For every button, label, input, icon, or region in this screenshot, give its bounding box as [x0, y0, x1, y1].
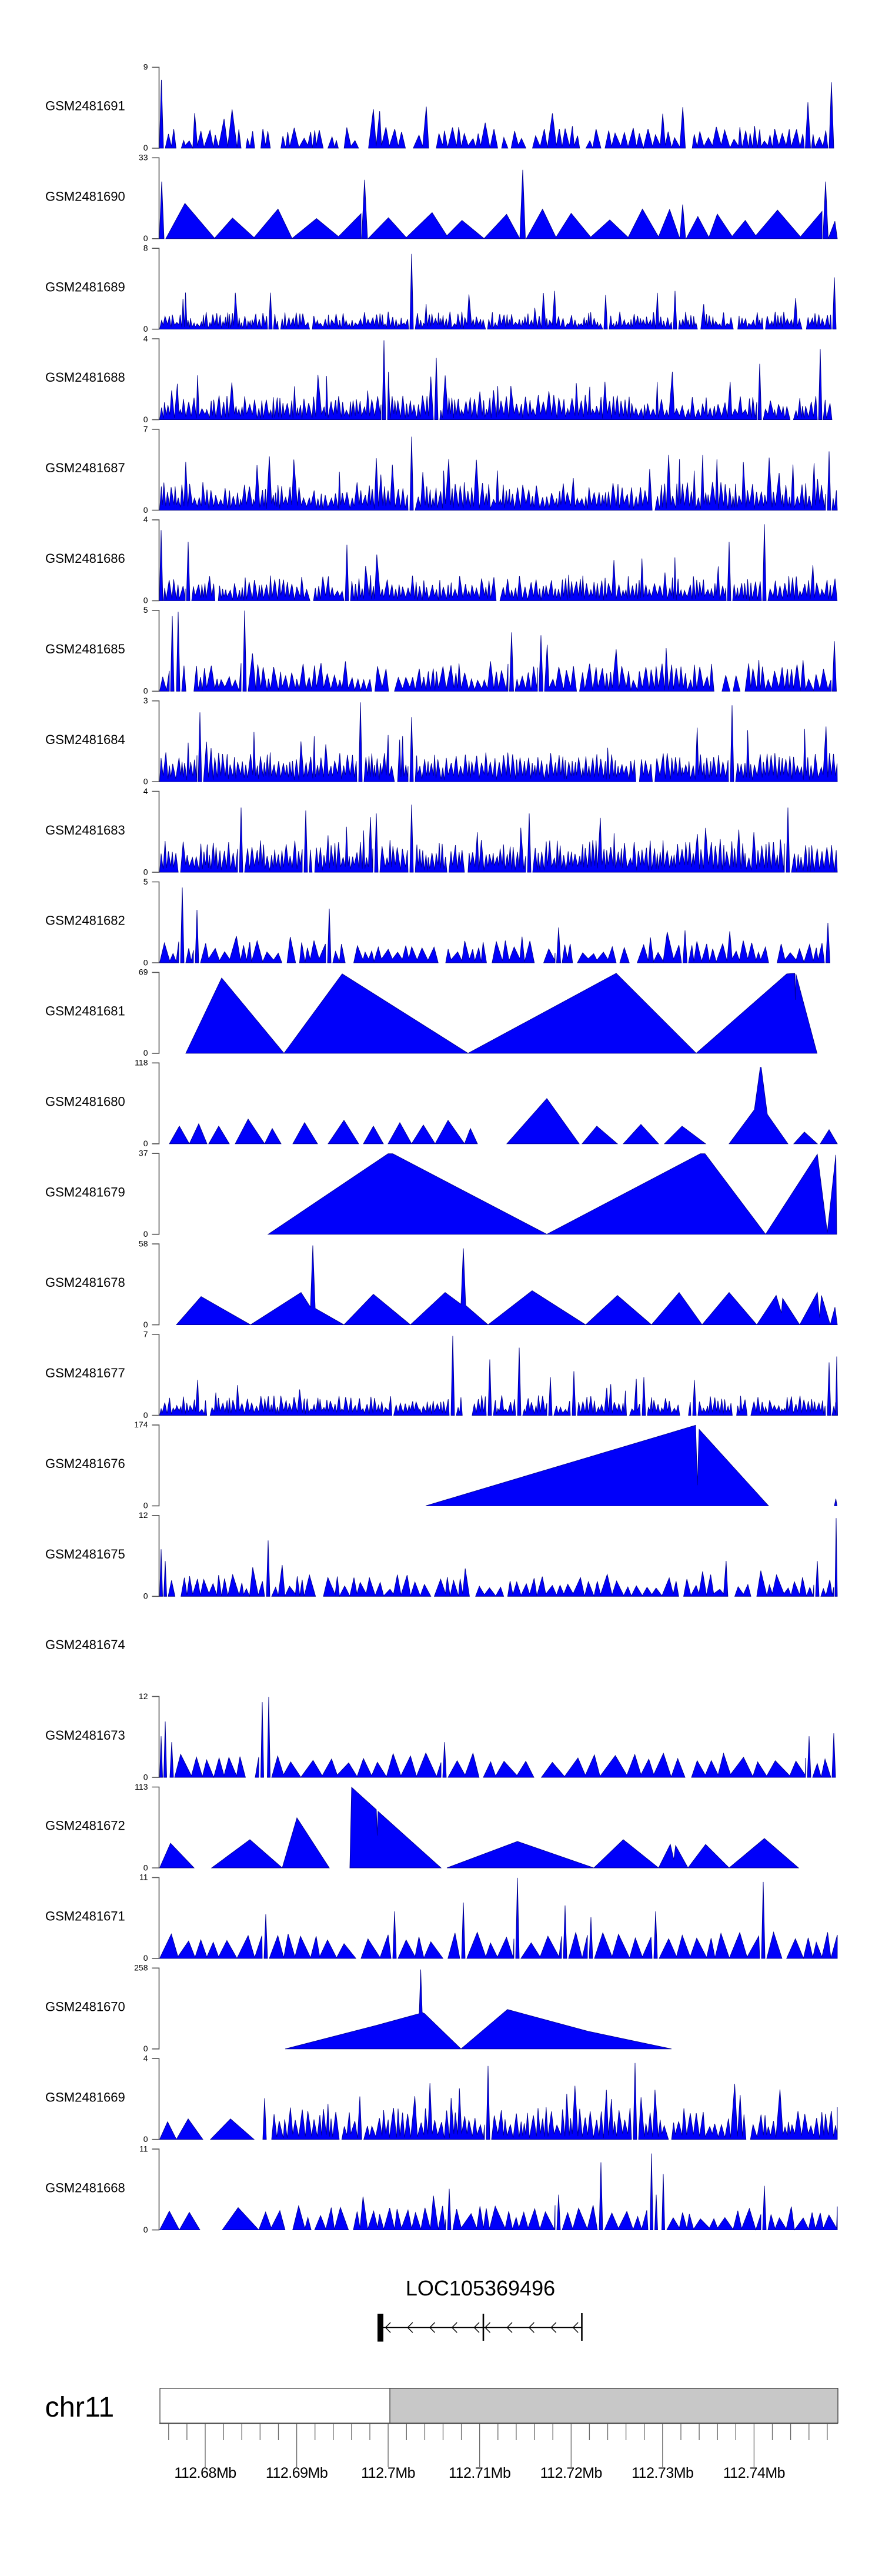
svg-text:GSM2481691: GSM2481691 — [45, 99, 125, 114]
svg-text:GSM2481668: GSM2481668 — [45, 2180, 125, 2195]
svg-text:112.68Mb: 112.68Mb — [174, 2465, 236, 2481]
svg-text:258: 258 — [134, 1963, 148, 1973]
svg-text:GSM2481672: GSM2481672 — [45, 1818, 125, 1833]
svg-text:0: 0 — [143, 1229, 148, 1239]
svg-text:5: 5 — [143, 605, 148, 615]
svg-text:0: 0 — [143, 1139, 148, 1148]
svg-text:58: 58 — [139, 1239, 148, 1248]
svg-text:11: 11 — [139, 1873, 148, 1882]
svg-text:0: 0 — [143, 2225, 148, 2234]
svg-text:112.72Mb: 112.72Mb — [540, 2465, 602, 2481]
svg-text:GSM2481673: GSM2481673 — [45, 1728, 125, 1743]
svg-text:4: 4 — [143, 786, 148, 796]
svg-text:GSM2481676: GSM2481676 — [45, 1456, 125, 1471]
svg-text:0: 0 — [143, 867, 148, 876]
svg-text:GSM2481682: GSM2481682 — [45, 913, 125, 928]
svg-text:4: 4 — [143, 333, 148, 343]
svg-text:0: 0 — [143, 1953, 148, 1963]
svg-text:GSM2481690: GSM2481690 — [45, 189, 125, 203]
svg-text:GSM2481685: GSM2481685 — [45, 642, 125, 656]
svg-text:0: 0 — [143, 1591, 148, 1601]
svg-text:GSM2481679: GSM2481679 — [45, 1184, 125, 1199]
svg-text:118: 118 — [135, 1058, 148, 1067]
svg-text:0: 0 — [143, 686, 148, 696]
svg-text:7: 7 — [143, 424, 148, 433]
svg-text:0: 0 — [143, 505, 148, 515]
svg-text:12: 12 — [139, 1691, 148, 1701]
svg-text:112.69Mb: 112.69Mb — [266, 2465, 328, 2481]
svg-text:GSM2481675: GSM2481675 — [45, 1547, 125, 1561]
svg-text:GSM2481674: GSM2481674 — [45, 1637, 125, 1652]
svg-text:4: 4 — [143, 2054, 148, 2063]
svg-text:112.7Mb: 112.7Mb — [361, 2465, 415, 2481]
svg-text:GSM2481677: GSM2481677 — [45, 1366, 125, 1380]
svg-text:0: 0 — [143, 1863, 148, 1872]
svg-text:GSM2481669: GSM2481669 — [45, 2090, 125, 2104]
svg-text:7: 7 — [143, 1329, 148, 1339]
svg-text:GSM2481684: GSM2481684 — [45, 732, 125, 747]
svg-text:0: 0 — [143, 777, 148, 786]
svg-text:4: 4 — [143, 515, 148, 524]
svg-text:113: 113 — [135, 1782, 148, 1791]
svg-text:0: 0 — [143, 1410, 148, 1420]
svg-text:11: 11 — [139, 2144, 148, 2153]
svg-text:0: 0 — [143, 1320, 148, 1329]
svg-text:0: 0 — [143, 957, 148, 967]
svg-text:9: 9 — [143, 62, 148, 72]
svg-text:0: 0 — [143, 2044, 148, 2053]
svg-text:GSM2481680: GSM2481680 — [45, 1095, 125, 1109]
svg-text:174: 174 — [134, 1420, 148, 1429]
svg-text:112.71Mb: 112.71Mb — [449, 2465, 510, 2481]
svg-text:0: 0 — [143, 143, 148, 152]
svg-text:0: 0 — [143, 1772, 148, 1781]
svg-text:112.73Mb: 112.73Mb — [632, 2465, 693, 2481]
svg-text:0: 0 — [143, 324, 148, 333]
svg-text:0: 0 — [143, 233, 148, 243]
svg-text:GSM2481678: GSM2481678 — [45, 1275, 125, 1290]
svg-text:LOC105369496: LOC105369496 — [406, 2276, 555, 2300]
svg-text:GSM2481671: GSM2481671 — [45, 1909, 125, 1924]
svg-text:12: 12 — [139, 1510, 148, 1520]
svg-text:GSM2481688: GSM2481688 — [45, 370, 125, 385]
svg-text:37: 37 — [139, 1149, 148, 1158]
svg-text:GSM2481670: GSM2481670 — [45, 2000, 125, 2014]
svg-text:0: 0 — [143, 415, 148, 424]
svg-text:GSM2481683: GSM2481683 — [45, 823, 125, 837]
svg-text:GSM2481681: GSM2481681 — [45, 1004, 125, 1019]
svg-text:112.74Mb: 112.74Mb — [723, 2465, 785, 2481]
svg-text:33: 33 — [139, 153, 148, 162]
svg-text:0: 0 — [143, 1048, 148, 1057]
svg-text:GSM2481689: GSM2481689 — [45, 279, 125, 294]
svg-text:chr11: chr11 — [45, 2391, 115, 2423]
svg-text:3: 3 — [143, 696, 148, 705]
svg-text:69: 69 — [139, 967, 148, 977]
svg-text:5: 5 — [143, 877, 148, 886]
svg-text:8: 8 — [143, 243, 148, 253]
svg-text:0: 0 — [143, 2134, 148, 2144]
svg-text:0: 0 — [143, 1501, 148, 1510]
svg-text:0: 0 — [143, 596, 148, 605]
svg-text:GSM2481687: GSM2481687 — [45, 461, 125, 475]
svg-text:GSM2481686: GSM2481686 — [45, 551, 125, 566]
